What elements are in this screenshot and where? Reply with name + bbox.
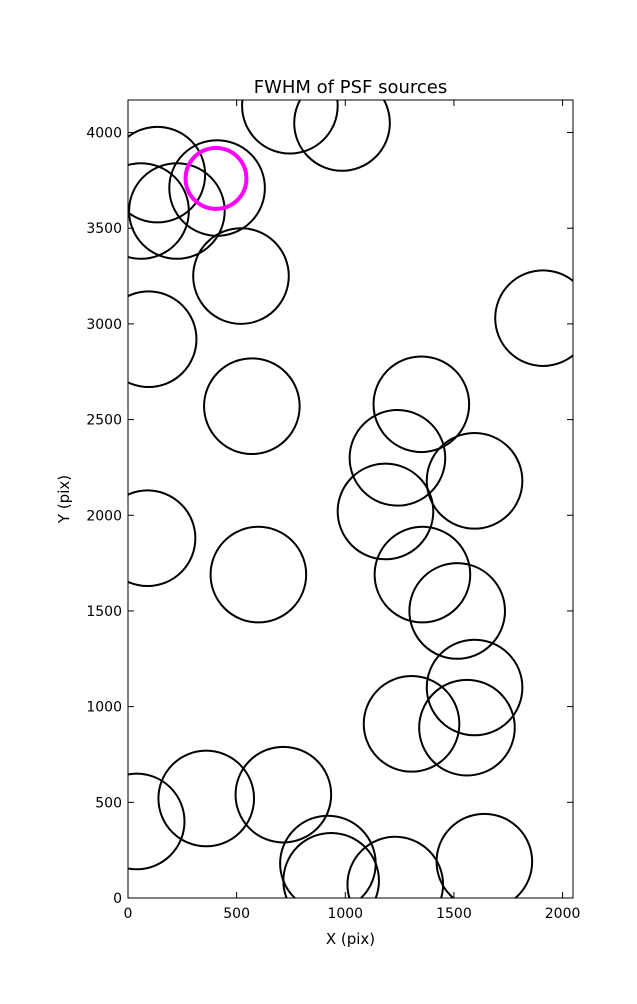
psf-source-circle [494,269,573,367]
psf-source-circle [128,162,226,260]
psf-source-circle [425,432,524,530]
plot-frame [127,99,574,899]
x-tick-label: 2000 [545,906,581,922]
psf-source-circle [128,125,207,224]
x-tick-label: 1500 [436,906,472,922]
psf-source-circle [192,227,290,325]
x-tick-label: 500 [223,906,250,922]
x-tick-label: 0 [124,906,133,922]
y-tick-label: 3500 [86,221,122,237]
psf-source-circle [408,562,506,660]
y-tick-label: 3000 [86,317,122,333]
y-tick-label: 0 [113,891,122,907]
psf-source-circle [157,749,256,848]
psf-source-circle [435,812,534,898]
chart-title: FWHM of PSF sources [254,77,448,98]
plot-area [128,100,573,898]
psf-source-circle [362,675,461,773]
psf-source-circle [425,638,524,737]
psf-source-circle [128,162,190,260]
psf-source-circle [293,100,391,172]
psf-source-circle [372,355,471,454]
psf-source-circle [336,462,435,561]
y-tick-label: 1000 [86,700,122,716]
highlighted-source-circle [183,146,249,211]
psf-source-circle [373,525,472,624]
y-axis-label: Y (pix) [55,475,73,524]
psf-source-circle [346,835,445,898]
psf-source-circle [279,814,377,898]
x-tick-label: 1000 [327,906,363,922]
x-axis-label: X (pix) [326,930,375,948]
y-tick-label: 4000 [86,126,122,142]
y-tick-label: 2500 [86,413,122,429]
psf-source-circle [348,409,447,507]
psf-source-circle [234,745,333,844]
psf-source-circle [203,357,301,455]
psf-source-circle [209,525,308,624]
axis-ticks: 0 500 1000 1500 2000 0 500 1000 1500 2000 2500 3000… [86,100,580,922]
psf-source-circle [241,100,339,155]
psf-source-circle [418,678,516,777]
y-tick-label: 1500 [86,604,122,620]
y-tick-label: 2000 [86,508,122,524]
y-tick-label: 500 [95,795,122,811]
psf-source-circle [128,489,197,588]
psf-source-circle [128,772,186,871]
psf-source-circle [128,290,198,388]
psf-source-circle [282,831,380,898]
